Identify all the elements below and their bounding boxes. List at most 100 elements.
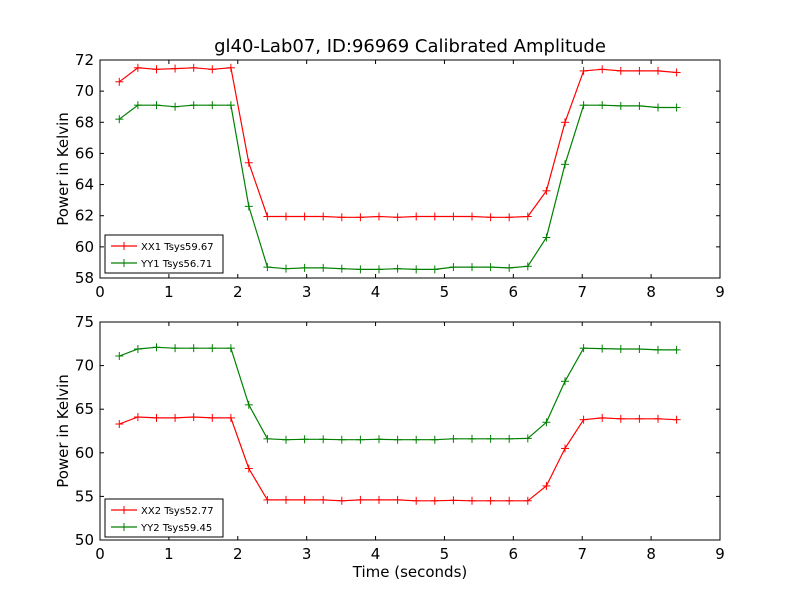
data-point [300,435,309,444]
data-point [171,64,180,73]
data-point [152,343,161,352]
data-point [208,101,217,110]
y-axis-label: Power in Kelvin [54,374,72,488]
x-tick-label: 3 [302,283,312,301]
data-point [356,495,365,504]
x-tick-label: 6 [509,545,519,563]
data-point [300,495,309,504]
data-point [412,212,421,221]
x-tick-label: 4 [371,283,381,301]
data-point [468,496,476,505]
data-point [171,102,180,111]
data-point [375,435,383,444]
x-tick-label: 9 [715,545,725,563]
data-point [393,213,402,222]
data-point [654,414,662,423]
data-point [468,434,476,443]
data-point [412,435,421,444]
data-point [523,262,532,271]
data-point [486,434,495,443]
data-point [226,344,235,353]
x-tick-label: 5 [440,283,450,301]
data-point [468,212,476,221]
data-point [468,263,476,272]
data-point [337,213,346,222]
data-point [616,345,625,354]
data-point [430,212,439,221]
data-point [300,263,309,272]
data-point [282,435,290,444]
legend-label: YY2 Tsys59.45 [140,523,212,534]
data-point [654,103,662,112]
data-point [152,413,161,422]
data-point [263,495,272,504]
data-point [337,496,346,505]
data-point [635,101,644,110]
data-point [375,495,383,504]
data-point [412,496,421,505]
data-point [244,464,253,473]
y-tick-label: 58 [75,269,94,287]
data-point [319,495,328,504]
data-point [375,265,383,274]
y-tick-label: 64 [75,176,94,194]
x-tick-label: 1 [164,283,174,301]
data-point [208,413,217,422]
data-point [133,101,142,110]
data-point [393,495,402,504]
legend-label: YY1 Tsys56.71 [140,259,212,270]
data-point [430,496,439,505]
y-tick-label: 60 [75,238,94,256]
y-tick-label: 68 [75,113,94,131]
data-point [356,265,365,274]
data-point [189,413,198,422]
data-point [672,68,681,77]
data-point [616,101,625,110]
bottom-plot-panel: 0 1 2 3 4 5 6 7 8 9 50 55 60 65 70 75 Power in Kelvin Tim… [54,313,725,581]
top-plot-panel: 0 1 2 3 4 5 6 7 8 9 58 60 62 64 66 68 70 72 gl40-Lab07, ID… [54,36,725,301]
data-point [561,160,569,169]
data-point [598,344,607,353]
data-point [319,263,328,272]
data-point [412,265,421,274]
data-point [152,101,161,110]
data-point [375,212,383,221]
data-point [189,101,198,110]
data-point [598,413,607,422]
x-axis-label: Time (seconds) [352,563,468,581]
legend: XX2 Tsys52.77 YY2 Tsys59.45 [104,498,224,538]
data-point [263,263,272,272]
data-point [616,66,625,75]
y-tick-label: 70 [75,357,94,375]
data-point [523,496,532,505]
data-point [561,444,569,453]
x-tick-label: 4 [371,545,381,563]
x-tick-label: 7 [577,283,587,301]
data-point [244,158,253,167]
x-tick-label: 6 [509,283,519,301]
data-point [542,481,551,490]
data-point [356,213,365,222]
x-tick-label: 9 [715,283,725,301]
data-point [449,263,458,272]
data-point [319,212,328,221]
data-point [505,213,514,222]
data-point [133,63,142,72]
data-point [244,202,253,211]
data-point [244,400,253,409]
data-point [486,496,495,505]
x-tick-label: 1 [164,545,174,563]
x-tick-label: 7 [577,545,587,563]
plot-frame [99,59,721,279]
y-tick-label: 60 [75,444,94,462]
chart-title: gl40-Lab07, ID:96969 Calibrated Amplitud… [214,36,606,57]
data-point [579,66,588,75]
data-point [263,434,272,443]
data-point [226,413,235,422]
x-tick-label: 2 [233,545,243,563]
data-point [300,212,309,221]
data-point [430,265,439,274]
data-point [115,420,124,429]
data-point [115,115,124,124]
